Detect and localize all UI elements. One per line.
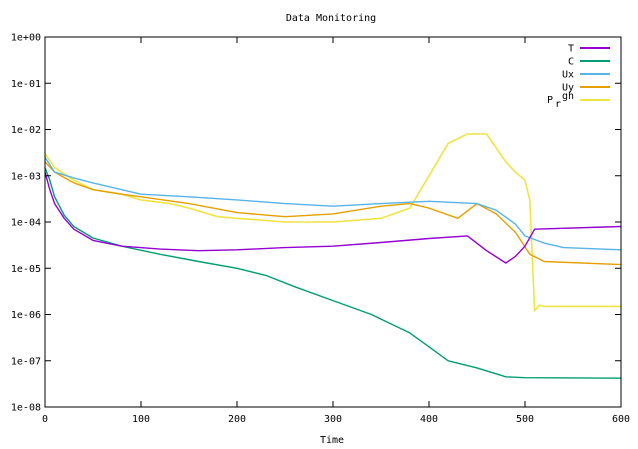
y-tick-label: 1e-03 (11, 171, 41, 182)
legend-label-uy: Uy (562, 83, 574, 94)
legend: TC Ux Uy P rgh (547, 44, 610, 110)
legend-label-ux: Ux (562, 70, 574, 81)
legend-label-p-rgh-sup: gh (562, 91, 574, 102)
legend-label-p-rgh-sub: r (555, 99, 561, 110)
series-line-p-rgh (44, 133, 621, 312)
x-tick-label: 0 (42, 414, 48, 425)
legend-label-p-rgh: P (547, 95, 553, 106)
axes-layer: 0 100 200 300 400 500 600 1e-08 1e-07 1e-06 1e-05 1… (11, 33, 630, 426)
y-tick-label: 1e-02 (11, 125, 41, 136)
x-tick-label: 400 (420, 414, 438, 425)
legend-label-t: T (568, 44, 574, 55)
series-layer (44, 133, 622, 379)
x-axis-label: Time (320, 435, 344, 446)
series-line-c (44, 167, 622, 379)
y-tick-label: 1e-08 (11, 403, 41, 414)
series-line-ux (44, 156, 622, 251)
x-tick-label: 300 (324, 414, 342, 425)
y-tick-label: 1e+00 (11, 33, 41, 44)
chart-title: Data Monitoring (286, 13, 376, 24)
series-line-uy (44, 161, 622, 266)
x-tick-label: 500 (516, 414, 534, 425)
series-line-t (44, 171, 622, 264)
legend-label-c: C (568, 57, 574, 68)
x-tick-label: 600 (612, 414, 630, 425)
y-tick-label: 1e-07 (11, 356, 41, 367)
x-tick-label: 200 (228, 414, 246, 425)
y-tick-label: 1e-01 (11, 79, 41, 90)
y-tick-label: 1e-05 (11, 264, 41, 275)
y-tick-label: 1e-04 (11, 218, 41, 229)
x-tick-label: 100 (132, 414, 150, 425)
y-tick-label: 1e-06 (11, 310, 41, 321)
